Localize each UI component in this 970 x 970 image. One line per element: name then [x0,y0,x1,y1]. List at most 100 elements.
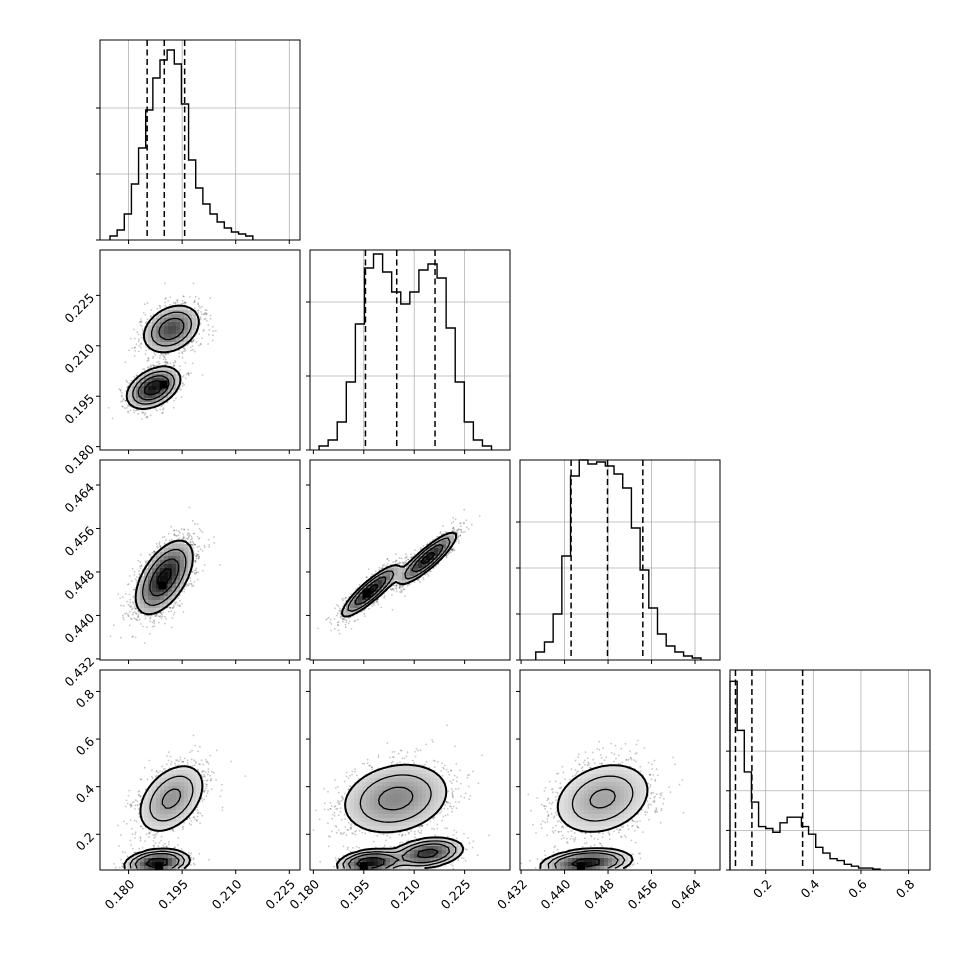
scatter-0-point [128,382,131,384]
scatter-5-density-cell [592,814,597,819]
scatter-2-point [399,587,401,589]
scatter-4-density-cell [362,786,367,791]
scatter-4-point [455,831,458,834]
scatter-5-point [561,765,564,768]
scatter-1-density-cell [184,552,189,557]
scatter-3-density-cell [168,854,173,859]
scatter-3-point [172,830,175,833]
scatter-5-density-cell [576,782,581,787]
scatter-2-point [452,527,455,529]
scatter-3-point [164,842,166,845]
scatter-5-density-cell [552,866,557,871]
scatter-0-density-cell [140,378,145,383]
scatter-0-point [172,365,175,368]
scatter-5-point [639,820,641,822]
scatter-4-density-cell [366,790,371,795]
scatter-1-density-cell [152,608,157,613]
scatter-1-density [136,540,193,617]
scatter-4-density-cell [390,822,395,827]
scatter-3-point [127,794,130,797]
scatter-2-point [445,555,448,557]
scatter-2-density-cell [354,600,359,605]
scatter-4-point [393,845,396,848]
scatter-5-point [547,798,549,800]
scatter-0-point [201,305,203,308]
scatter-0-density-cell [164,366,169,371]
scatter-0-point [166,361,169,364]
scatter-5-density-cell [576,778,581,783]
scatter-0-density-cell [180,306,185,311]
scatter-4-density-cell [426,810,431,815]
scatter-2-point [393,589,395,592]
scatter-4-point [318,818,321,821]
scatter-5-point [547,813,550,816]
scatter-4-point [440,770,443,772]
scatter-5-density-cell [624,798,629,803]
scatter-1-point [219,564,221,566]
scatter-5-point [637,826,639,829]
scatter-4-density-cell [338,862,343,867]
scatter-5-point [574,774,576,777]
scatter-3-point [163,846,165,848]
scatter-5-point [547,815,549,818]
scatter-2-point [395,586,397,589]
panel-frame-2-0 [99,459,301,661]
scatter-2-point [336,621,339,624]
scatter-0-density-cell [156,366,161,371]
scatter-3-point [202,763,205,766]
scatter-0-density-cell [184,322,189,327]
scatter-5-density-cell [548,858,553,863]
scatter-5-contours [539,764,649,871]
scatter-4-density-cell [406,766,411,771]
scatter-0-point [167,300,169,302]
scatter-4-density-cell [398,822,403,827]
scatter-5-point [535,832,537,834]
scatter-5-point [560,830,563,833]
scatter-4-density-cell [422,814,427,819]
scatter-4-density-cell [394,770,399,775]
scatter-4-point [340,833,342,835]
scatter-5-density-cell [540,866,545,871]
scatter-0-point [204,317,207,320]
scatter-0-density-cell [184,338,189,343]
scatter-4-point [330,805,333,807]
scatter-0-density-cell [160,346,165,351]
scatter-4-point [418,826,421,828]
hist-grid-0 [100,40,300,240]
scatter-3-density-cell [196,786,201,791]
scatter-5-density-cell [568,814,573,819]
scatter-3-density-cell [136,862,141,867]
scatter-4-point [401,833,404,836]
scatter-1-point [128,583,130,585]
scatter-4-density-cell [442,838,447,843]
scatter-2-point [354,619,357,622]
scatter-5-point [592,758,595,761]
scatter-3-point [124,805,127,808]
scatter-1-point [198,555,201,558]
scatter-4-point [351,773,353,776]
scatter-3-point [207,762,210,765]
scatter-2-point [407,558,410,561]
scatter-4-point [337,800,340,802]
scatter-0-density-cell [160,338,165,343]
scatter-0-density-cell [172,334,177,339]
scatter-1-point [142,625,144,628]
scatter-3-density-cell [168,798,173,803]
scatter-1-point [126,600,129,603]
scatter-2-point [422,578,425,581]
scatter-5-density-cell [632,778,637,783]
scatter-4-point [442,767,445,770]
scatter-3-point [221,783,223,786]
scatter-1-density-cell [180,556,185,561]
scatter-4-point [334,779,336,781]
scatter-5-point [520,862,523,865]
scatter-3-density-cell [136,866,141,871]
scatter-0-point [197,303,199,306]
scatter-2-point [417,579,420,581]
scatter-3-point [155,833,158,836]
scatter-4-point [346,829,349,831]
scatter-5-point [534,867,537,869]
scatter-2-point [462,521,465,524]
scatter-4-density-cell [370,854,375,859]
scatter-1-point [193,532,196,535]
